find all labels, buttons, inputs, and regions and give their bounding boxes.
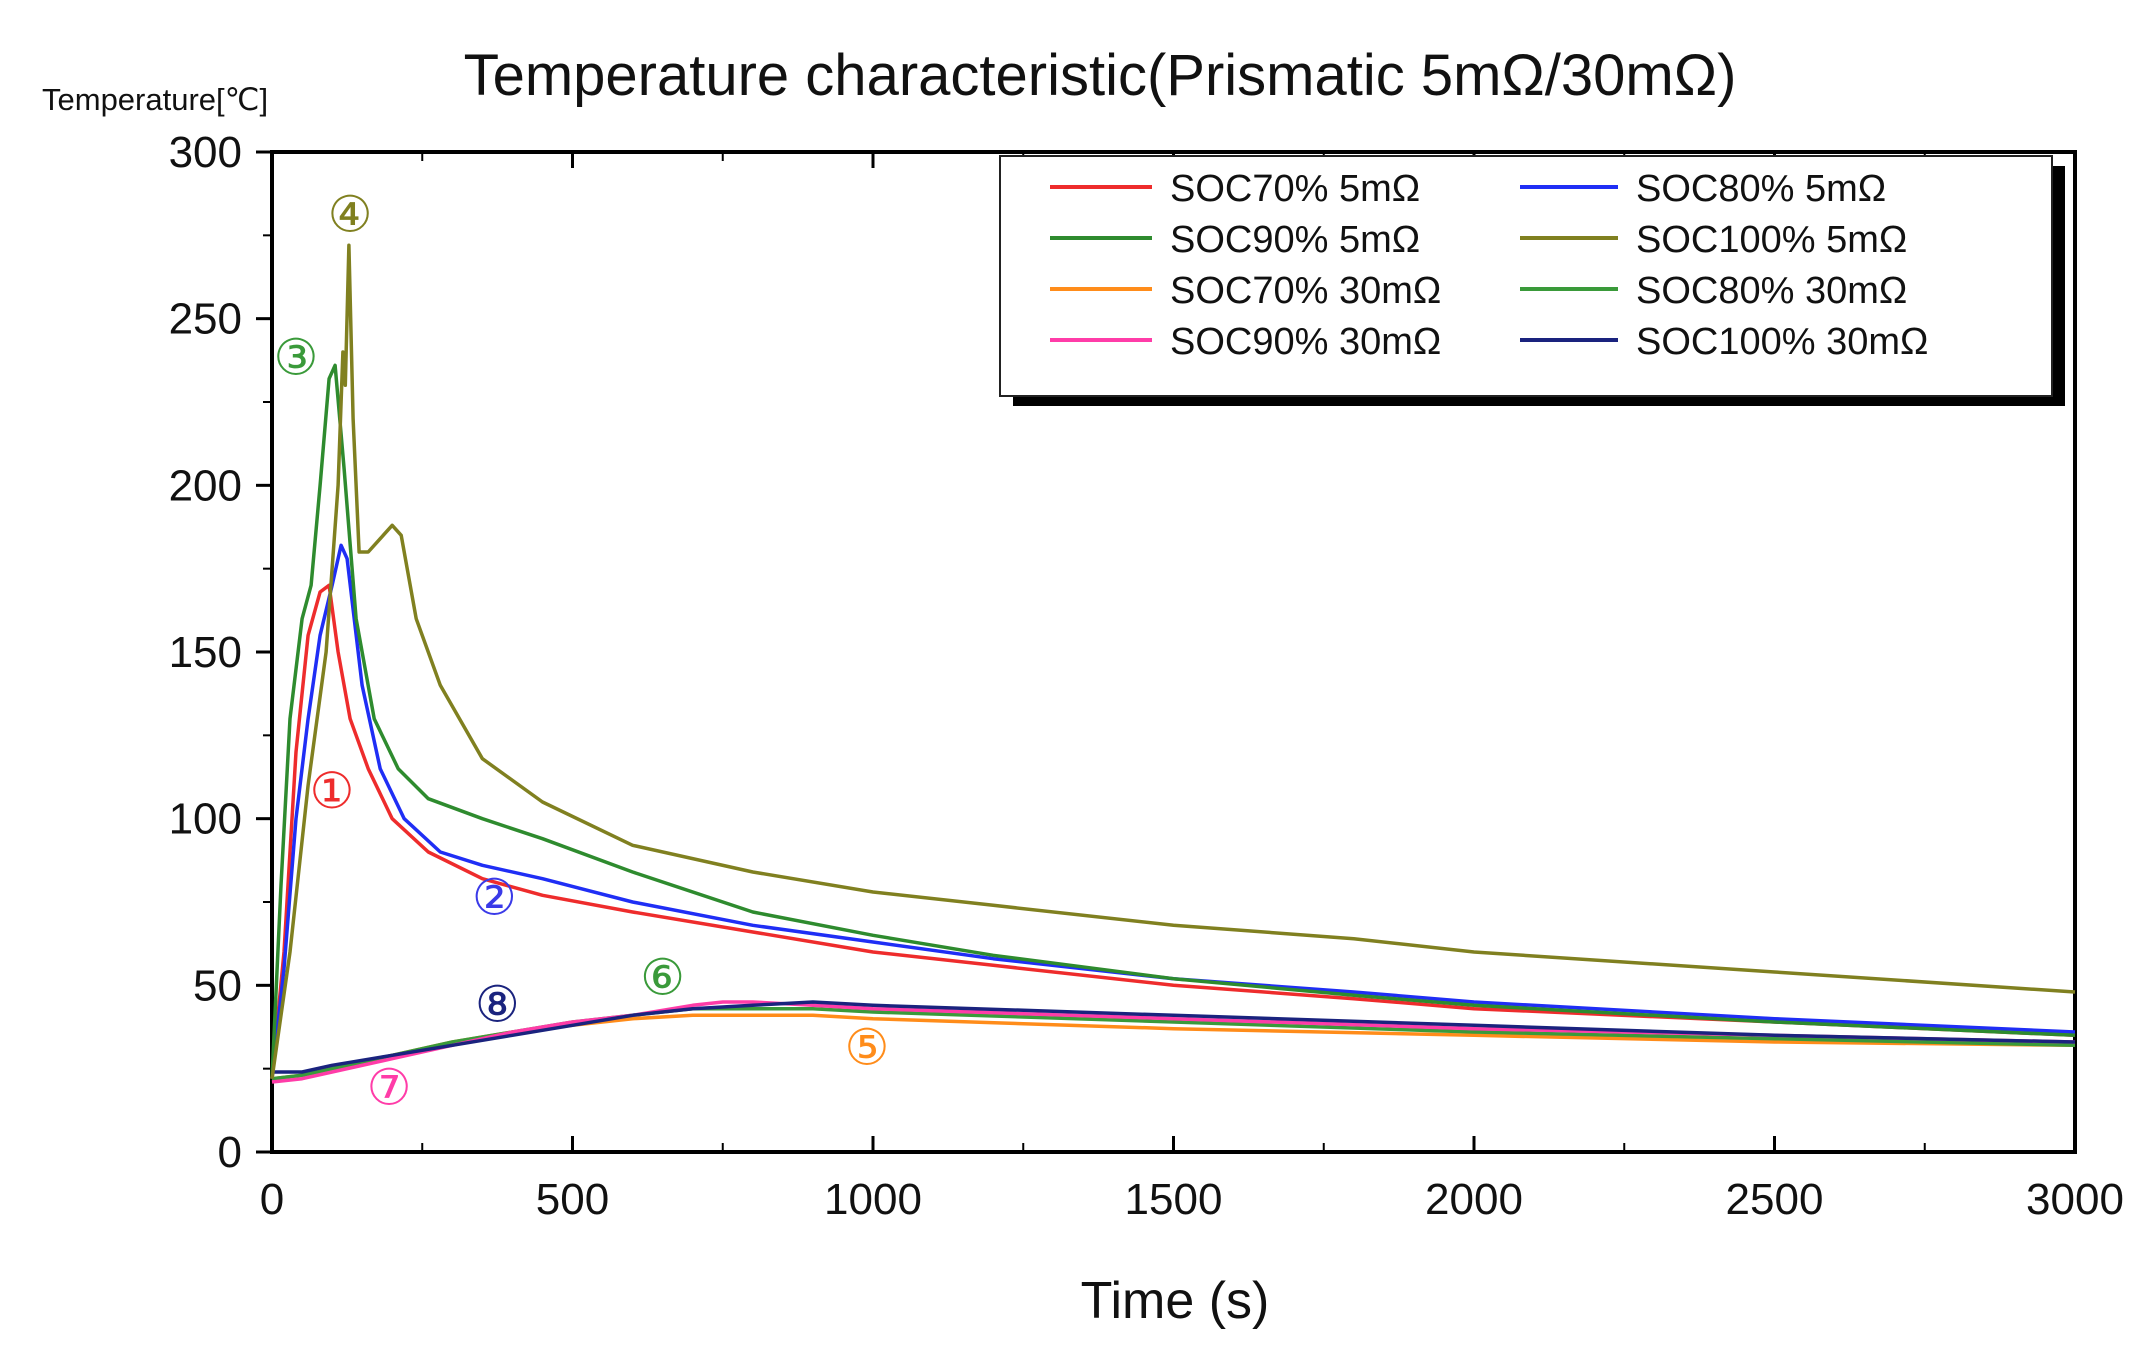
legend-items: SOC70% 5mΩ SOC80% 5mΩ SOC90% 5mΩ SOC100% 5m…	[1050, 168, 1928, 363]
legend-item: SOC100% 30mΩ	[1520, 321, 1928, 363]
x-tick-label: 500	[536, 1175, 609, 1224]
legend-item: SOC90% 30mΩ	[1050, 321, 1441, 363]
series-line-2	[270, 363, 2076, 1079]
series-layer	[270, 243, 2076, 1084]
y-tick-label: 250	[169, 295, 242, 344]
y-tick-label: 200	[169, 461, 242, 510]
legend-item: SOC100% 5mΩ	[1520, 219, 1907, 261]
y-tick-label: 100	[169, 795, 242, 844]
x-tick-label: 0	[260, 1175, 284, 1224]
legend-label: SOC100% 30mΩ	[1636, 321, 1928, 363]
curve-annotation: ③	[274, 330, 319, 386]
curve-annotation: ⑧	[475, 976, 520, 1032]
y-tick-label: 300	[169, 128, 242, 177]
legend-item: SOC70% 5mΩ	[1050, 168, 1420, 210]
y-tick-label: 150	[169, 628, 242, 677]
legend-label: SOC70% 30mΩ	[1170, 270, 1441, 312]
legend-label: SOC90% 5mΩ	[1170, 219, 1420, 261]
legend-label: SOC70% 5mΩ	[1170, 168, 1420, 210]
legend-item: SOC80% 5mΩ	[1520, 168, 1886, 210]
curve-annotation: ⑤	[845, 1020, 890, 1076]
legend-label: SOC80% 30mΩ	[1636, 270, 1907, 312]
legend-item: SOC90% 5mΩ	[1050, 219, 1420, 261]
x-tick-label: 3000	[2026, 1175, 2124, 1224]
x-axis-label: Time (s)	[1081, 1272, 1270, 1330]
curve-annotation: ⑥	[640, 950, 685, 1006]
curve-annotation: ②	[472, 870, 517, 926]
legend-box	[999, 155, 2053, 397]
x-tick-label: 2000	[1425, 1175, 1523, 1224]
curve-annotation: ④	[328, 186, 373, 242]
legend-label: SOC80% 5mΩ	[1636, 168, 1886, 210]
x-tick-label: 1500	[1125, 1175, 1223, 1224]
legend-label: SOC90% 30mΩ	[1170, 321, 1441, 363]
y-tick-label: 50	[193, 961, 242, 1010]
y-axis-ticks: 0 50 100 150 200 250 300	[169, 128, 272, 1177]
x-tick-label: 1000	[824, 1175, 922, 1224]
legend-item: SOC80% 30mΩ	[1520, 270, 1907, 312]
curve-annotation: ⑦	[367, 1060, 412, 1116]
y-tick-label: 0	[218, 1128, 242, 1177]
x-axis-ticks: 0 500 1000 1500 2000 2500 3000	[260, 152, 2124, 1224]
legend-item: SOC70% 30mΩ	[1050, 270, 1441, 312]
series-line-7	[272, 1000, 2076, 1074]
series-line-6	[271, 1000, 2076, 1084]
curve-annotation: ①	[310, 763, 355, 819]
plot-area: 0 500 1000 1500 2000 2500 3000 0 50 100 150 200 250…	[169, 128, 2124, 1224]
legend-label: SOC100% 5mΩ	[1636, 219, 1907, 261]
x-tick-label: 2500	[1726, 1175, 1824, 1224]
legend: SOC70% 5mΩ SOC80% 5mΩ SOC90% 5mΩ SOC100% 5m…	[999, 155, 2065, 406]
series-line-0	[270, 583, 2076, 1079]
chart-title: Temperature characteristic(Prismatic 5mΩ…	[464, 43, 1737, 108]
annotation-layer: ① ② ③ ④ ⑤ ⑥ ⑦ ⑧	[274, 186, 890, 1115]
y-axis-label: Temperature[℃]	[42, 82, 268, 117]
series-line-3	[270, 243, 2076, 1079]
